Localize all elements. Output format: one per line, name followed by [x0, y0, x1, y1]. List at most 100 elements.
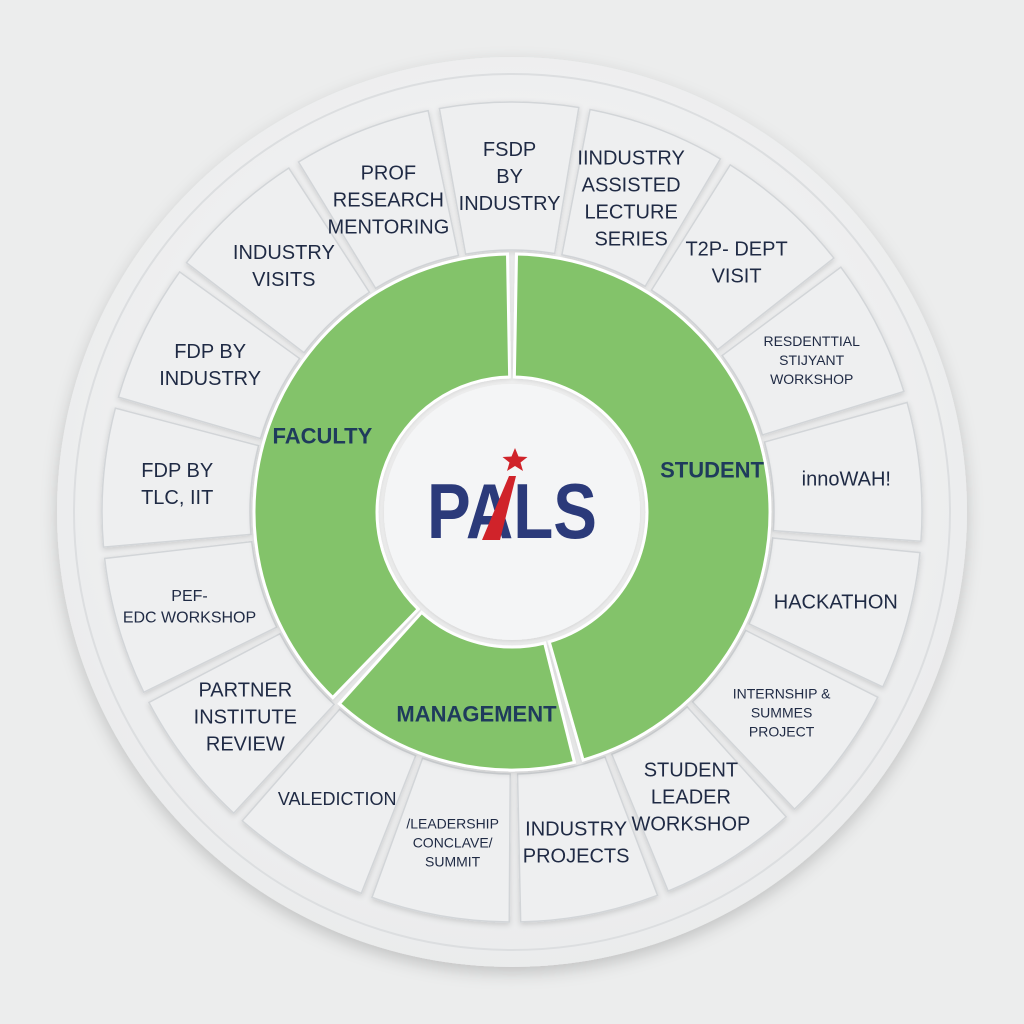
- segment-label-line: LEADER: [651, 786, 731, 808]
- logo-star-icon: [502, 448, 528, 471]
- segment-label-line: MENTORING: [327, 217, 449, 239]
- segment-iindustry-assisted-lecture-series: IINDUSTRY ASSISTED LECTURE SERIES: [561, 108, 722, 288]
- core-sector-label: STUDENT: [660, 457, 764, 482]
- segment-label-line: EDC WORKSHOP: [123, 610, 256, 627]
- segment-label-line: PEF-: [171, 588, 207, 605]
- segment-label-line: PARTNER: [198, 679, 292, 701]
- segment-tile: [371, 757, 511, 923]
- segment-label-line: INSTITUTE: [194, 706, 297, 728]
- segment-t2p-dept-visit: T2P- DEPT VISIT: [650, 163, 835, 351]
- segment-tile: [101, 407, 260, 548]
- segment-tile: [610, 705, 788, 893]
- segment-label-line: LECTURE: [584, 201, 677, 223]
- segment-label: VALEDICTION: [278, 789, 397, 809]
- segment-label-line: PROJECT: [749, 723, 815, 739]
- segment-hackathon: HACKATHON: [747, 537, 921, 688]
- segment-label-line: ASSISTED: [582, 174, 681, 196]
- pals-logo: PALS: [427, 448, 597, 555]
- segment-label-line: PROF: [361, 163, 417, 185]
- segment-label-line: HACKATHON: [774, 592, 898, 614]
- segment-label-line: WORKSHOP: [770, 371, 853, 387]
- segment-tile: [763, 401, 923, 542]
- segment-label-line: STUDENT: [644, 759, 738, 781]
- core-sector-shape: [512, 252, 772, 762]
- core-sector-label: MANAGEMENT: [396, 701, 557, 726]
- segment-label-line: INDUSTRY: [159, 368, 261, 390]
- segment-internship-summes-project: INTERNSHIP & SUMMES PROJECT: [691, 629, 879, 811]
- core-sector-shape: [252, 252, 512, 700]
- segment-label-line: REVIEW: [206, 733, 285, 755]
- segment-tile: [516, 755, 659, 923]
- segment-label-line: VISITS: [252, 269, 315, 291]
- segment-label: PEF- EDC WORKSHOP: [123, 588, 256, 627]
- segment-industry-projects: INDUSTRY PROJECTS: [516, 755, 659, 923]
- core-ring: FACULTY STUDENT MANAGEMENT: [252, 252, 772, 772]
- segment-resdenttial-stijyant-workshop: RESDENTTIAL STIJYANT WORKSHOP: [721, 266, 905, 436]
- segment-label-line: INTERNSHIP &: [733, 686, 831, 702]
- segment-valediction: VALEDICTION: [241, 708, 417, 895]
- segment-label-line: IINDUSTRY: [577, 147, 684, 169]
- segment-label-line: VALEDICTION: [278, 789, 397, 809]
- segment-label: PARTNER INSTITUTE REVIEW: [194, 679, 297, 755]
- segment-label: INDUSTRY PROJECTS: [523, 818, 630, 867]
- segment-label-line: BY: [496, 166, 523, 188]
- segment-fsdp-by-industry: FSDP BY INDUSTRY: [438, 101, 580, 256]
- segment-label-line: FDP BY: [174, 341, 246, 363]
- segment-tile: [103, 540, 278, 694]
- outer-plate-rim: [73, 73, 951, 951]
- segment-label-line: SUMMES: [751, 704, 812, 720]
- segment-ring: FSDP BY INDUSTRY IINDUSTRY ASSISTED LECTURE SE…: [101, 101, 923, 923]
- segment-tile: [147, 632, 336, 815]
- segment-innowah: innoWAH!: [763, 401, 923, 542]
- segment-label-line: T2P- DEPT: [685, 239, 787, 261]
- segment-tile: [747, 537, 921, 688]
- segment-tile: [185, 167, 371, 354]
- segment-partner-institute-review: PARTNER INSTITUTE REVIEW: [147, 632, 336, 815]
- segment-label-line: FDP BY: [141, 460, 213, 482]
- segment-label: FSDP BY INDUSTRY: [459, 139, 561, 215]
- segment-tile: [691, 629, 879, 811]
- segment-fdp-by-industry: FDP BY INDUSTRY: [117, 270, 301, 440]
- segment-label: T2P- DEPT VISIT: [685, 239, 787, 288]
- core-sector-student: STUDENT: [512, 252, 772, 762]
- segment-fdp-by-tlc-iit: FDP BY TLC, IIT: [101, 407, 260, 548]
- segment-label-line: FSDP: [483, 139, 536, 161]
- segment-label-line: WORKSHOP: [631, 813, 750, 835]
- segment-leadership-conclave-summit: /LEADERSHIP CONCLAVE/SUMMIT: [371, 757, 511, 923]
- segment-label: INTERNSHIP & SUMMES PROJECT: [733, 686, 831, 740]
- segment-label-line: /LEADERSHIP: [406, 816, 499, 832]
- segment-label-line: INDUSTRY: [525, 818, 627, 840]
- segment-label: FDP BY INDUSTRY: [159, 341, 261, 390]
- segment-label-line: RESEARCH: [333, 190, 444, 212]
- core-sector-management: MANAGEMENT: [337, 610, 577, 772]
- segment-label-line: INDUSTRY: [459, 193, 561, 215]
- segment-label-line: TLC, IIT: [141, 487, 213, 509]
- core-sector-faculty: FACULTY: [252, 252, 512, 700]
- segment-label: innoWAH!: [802, 469, 891, 491]
- segment-label-line: RESDENTTIAL: [763, 333, 860, 349]
- segment-prof-research-mentoring: PROF RESEARCH MENTORING: [297, 109, 460, 290]
- segment-label: RESDENTTIAL STIJYANT WORKSHOP: [763, 333, 860, 387]
- segment-label: /LEADERSHIP CONCLAVE/SUMMIT: [406, 816, 499, 870]
- core-sector-label: FACULTY: [272, 423, 372, 448]
- core-sector-shape: [337, 610, 577, 772]
- segment-tile: [650, 163, 835, 351]
- segment-pef-edc-workshop: PEF- EDC WORKSHOP: [103, 540, 278, 694]
- segment-industry-visits: INDUSTRY VISITS: [185, 167, 371, 354]
- segment-label-line: INDUSTRY: [233, 242, 335, 264]
- segment-tile: [721, 266, 905, 436]
- segment-label-line: SUMMIT: [425, 854, 481, 870]
- segment-label-line: VISIT: [712, 266, 762, 288]
- segment-label: HACKATHON: [774, 592, 898, 614]
- segment-label-line: innoWAH!: [802, 469, 891, 491]
- segment-tile: [438, 101, 580, 256]
- segment-label-line: SERIES: [594, 228, 667, 250]
- segment-tile: [561, 108, 722, 288]
- segment-label: INDUSTRY VISITS: [233, 242, 335, 291]
- segment-tile: [117, 270, 301, 440]
- segment-tile: [241, 708, 417, 895]
- segment-label: IINDUSTRY ASSISTED LECTURE SERIES: [577, 147, 684, 250]
- segment-label-line: PROJECTS: [523, 845, 630, 867]
- segment-label: FDP BY TLC, IIT: [141, 460, 213, 509]
